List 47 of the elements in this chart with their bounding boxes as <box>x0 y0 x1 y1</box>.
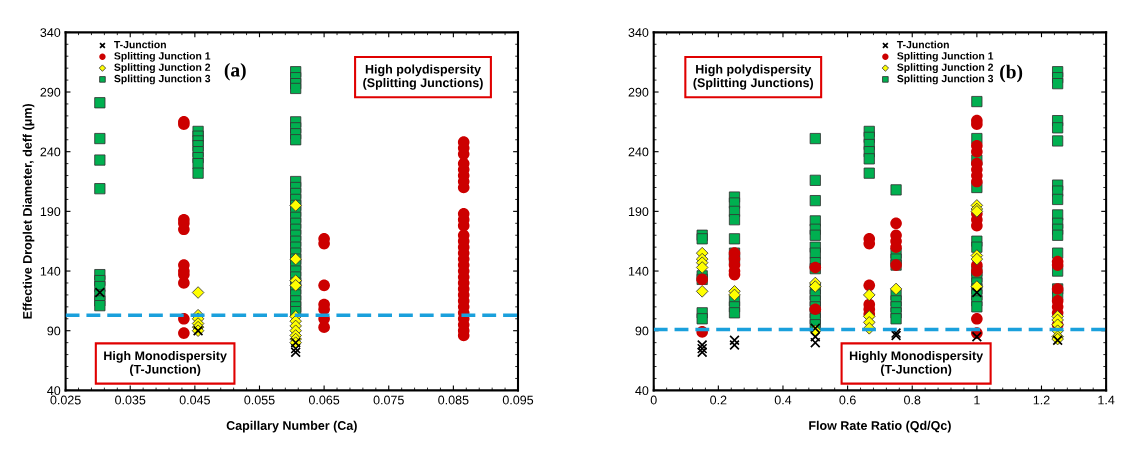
x-tick-label: 0.8 <box>904 395 921 405</box>
y-tick-label: 140 <box>628 266 649 276</box>
y-tick-label: 140 <box>40 266 61 276</box>
legend-label: T-Junction <box>114 40 166 49</box>
annotation: High polydispersity (Splitting Junctions) <box>363 64 483 90</box>
x-tick-label: 1.2 <box>1033 395 1050 405</box>
x-tick-label: 0.055 <box>244 395 275 405</box>
y-tick-label: 290 <box>40 87 61 97</box>
annotation: (b) <box>1000 64 1023 83</box>
y-tick-label: 40 <box>47 386 61 396</box>
y-tick-label: 340 <box>40 28 61 37</box>
x-tick-label: 0.075 <box>373 395 404 405</box>
x-tick-label: 0 <box>650 395 657 405</box>
annotation: High polydispersity (Splitting Junctions) <box>693 64 814 90</box>
x-tick-label: 0.4 <box>774 395 792 405</box>
annotation: Highly Monodispersity (T-Junction) <box>849 350 984 377</box>
y-tick-label: 190 <box>40 207 61 217</box>
x-tick-label: 0.095 <box>502 395 534 405</box>
legend-label: Splitting Junction 3 <box>897 74 994 85</box>
x-tick-label: 0.035 <box>115 395 146 405</box>
y-tick-label: 190 <box>628 207 649 217</box>
legend-label: Splitting Junction 3 <box>114 74 211 85</box>
legend-label: Splitting Junction 1 <box>897 51 994 62</box>
legend-label: Splitting Junction 2 <box>114 63 211 74</box>
annotation: High Monodispersity (T-Junction) <box>104 350 227 377</box>
x-axis-title: Flow Rate Ratio (Qd/Qc) <box>809 420 951 433</box>
y-tick-label: 40 <box>635 386 649 396</box>
legend-label: T-Junction <box>896 40 949 49</box>
x-tick-label: 0.025 <box>50 395 81 405</box>
x-tick-label: 1.4 <box>1098 395 1115 405</box>
y-tick-label: 240 <box>628 147 649 157</box>
x-tick-label: 0.2 <box>710 395 727 405</box>
x-tick-label: 1 <box>974 395 980 405</box>
x-tick-label: 0.045 <box>179 395 210 405</box>
y-tick-label: 90 <box>635 326 649 336</box>
y-axis-title: Effective Droplet Diameter, deff (μm) <box>22 103 35 319</box>
y-tick-label: 290 <box>628 87 649 97</box>
x-tick-label: 0.085 <box>438 395 469 405</box>
y-tick-label: 340 <box>628 28 649 37</box>
legend-label: Splitting Junction 2 <box>897 63 994 74</box>
x-axis-title: Capillary Number (Ca) <box>226 420 357 433</box>
y-tick-label: 240 <box>40 147 61 157</box>
x-tick-label: 0.6 <box>839 395 856 405</box>
y-tick-label: 90 <box>47 326 61 336</box>
legend-label: Splitting Junction 1 <box>114 51 211 62</box>
x-tick-label: 0.065 <box>308 395 340 405</box>
annotation: (a) <box>224 62 246 81</box>
